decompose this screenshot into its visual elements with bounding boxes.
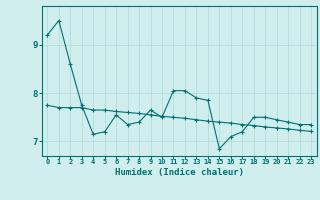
- X-axis label: Humidex (Indice chaleur): Humidex (Indice chaleur): [115, 168, 244, 177]
